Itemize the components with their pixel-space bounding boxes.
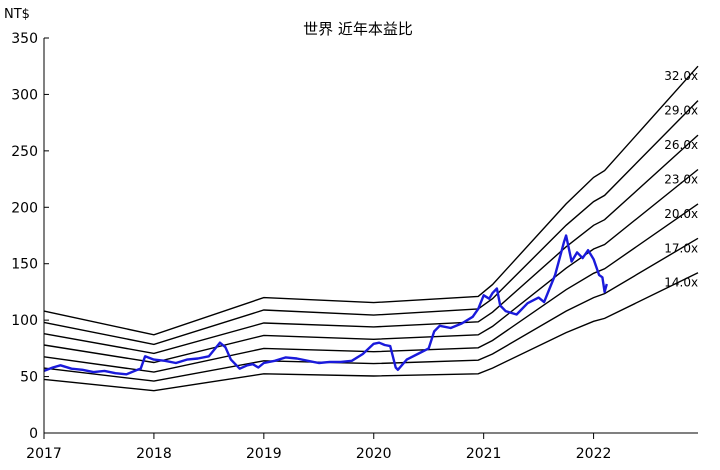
- pe-band-line: [43, 168, 699, 364]
- x-tick-label: 2022: [576, 446, 612, 462]
- y-tick-label: 350: [11, 31, 38, 47]
- pe-band-label: 14.0x: [664, 276, 698, 290]
- pe-band-line: [43, 203, 699, 373]
- price-line: [43, 234, 608, 376]
- x-tick-label: 2018: [136, 446, 172, 462]
- x-tick-label: 2020: [356, 446, 392, 462]
- pe-band-label: 20.0x: [664, 207, 698, 221]
- pe-band-label: 29.0x: [664, 104, 698, 118]
- y-tick-label: 0: [29, 426, 38, 442]
- price-series: [43, 234, 608, 376]
- y-tick-label: 250: [11, 144, 38, 160]
- pe-band-label: 32.0x: [664, 69, 698, 83]
- y-tick-label: 100: [11, 313, 38, 329]
- y-axis-unit-label: NT$: [4, 7, 30, 22]
- pe-band-line: [43, 134, 699, 355]
- pe-band-line: [43, 237, 699, 382]
- pe-band-line: [43, 272, 699, 392]
- axes: 0 50 100 150 200 250 300 350 2017 2018 2019 2020 202…: [11, 31, 698, 462]
- pe-band-lines: 14.0x 17.0x 20.0x 23.0x 26.0x 29.0x 32.0x: [43, 65, 699, 392]
- x-tick-label: 2017: [26, 446, 62, 462]
- y-tick-label: 300: [11, 87, 38, 103]
- pe-band-line: [43, 100, 699, 346]
- pe-band-label: 26.0x: [664, 138, 698, 152]
- x-tick-label: 2019: [246, 446, 282, 462]
- chart-title: 世界 近年本益比: [303, 20, 413, 38]
- pe-band-line: [43, 65, 699, 336]
- y-tick-label: 200: [11, 200, 38, 216]
- y-tick-label: 150: [11, 257, 38, 273]
- x-tick-label: 2021: [466, 446, 502, 462]
- pe-band-label: 23.0x: [664, 172, 698, 186]
- pe-band-label: 17.0x: [664, 241, 698, 255]
- y-tick-label: 50: [20, 370, 38, 386]
